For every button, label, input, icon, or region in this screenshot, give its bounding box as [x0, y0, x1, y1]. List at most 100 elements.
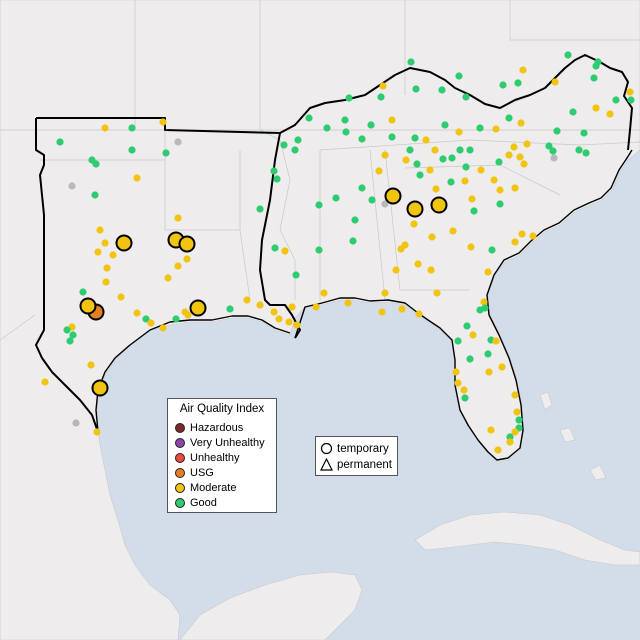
station-good[interactable]: [627, 96, 635, 104]
station-moderate[interactable]: [449, 227, 457, 235]
station-moderate[interactable]: [432, 185, 440, 193]
station-no-data[interactable]: [174, 138, 182, 146]
station-moderate[interactable]: [469, 331, 477, 339]
station-good[interactable]: [63, 326, 71, 334]
station-moderate[interactable]: [379, 82, 387, 90]
temporary-station-moderate[interactable]: [189, 299, 207, 317]
station-moderate[interactable]: [93, 428, 101, 436]
station-moderate[interactable]: [516, 153, 524, 161]
station-no-data[interactable]: [72, 419, 80, 427]
station-moderate[interactable]: [505, 151, 513, 159]
temporary-station-moderate[interactable]: [178, 235, 196, 253]
station-moderate[interactable]: [184, 311, 192, 319]
station-moderate[interactable]: [133, 309, 141, 317]
station-moderate[interactable]: [256, 301, 264, 309]
station-moderate[interactable]: [410, 220, 418, 228]
station-moderate[interactable]: [101, 239, 109, 247]
station-good[interactable]: [454, 337, 462, 345]
station-good[interactable]: [564, 51, 572, 59]
station-moderate[interactable]: [285, 318, 293, 326]
station-good[interactable]: [496, 200, 504, 208]
station-good[interactable]: [388, 133, 396, 141]
station-moderate[interactable]: [288, 303, 296, 311]
station-moderate[interactable]: [606, 110, 614, 118]
station-moderate[interactable]: [388, 116, 396, 124]
station-good[interactable]: [256, 205, 264, 213]
station-good[interactable]: [273, 175, 281, 183]
station-moderate[interactable]: [518, 230, 526, 238]
station-moderate[interactable]: [626, 88, 634, 96]
station-moderate[interactable]: [511, 428, 519, 436]
station-good[interactable]: [342, 128, 350, 136]
station-moderate[interactable]: [496, 186, 504, 194]
station-good[interactable]: [594, 58, 602, 66]
station-good[interactable]: [462, 163, 470, 171]
station-no-data[interactable]: [550, 154, 558, 162]
station-good[interactable]: [416, 171, 424, 179]
station-moderate[interactable]: [523, 140, 531, 148]
station-moderate[interactable]: [414, 260, 422, 268]
station-good[interactable]: [499, 81, 507, 89]
station-moderate[interactable]: [174, 214, 182, 222]
station-moderate[interactable]: [461, 177, 469, 185]
station-moderate[interactable]: [490, 176, 498, 184]
station-good[interactable]: [280, 141, 288, 149]
station-good[interactable]: [462, 93, 470, 101]
station-moderate[interactable]: [498, 363, 506, 371]
station-good[interactable]: [495, 158, 503, 166]
station-moderate[interactable]: [102, 278, 110, 286]
temporary-station-moderate[interactable]: [79, 297, 97, 315]
station-moderate[interactable]: [94, 248, 102, 256]
station-good[interactable]: [488, 246, 496, 254]
station-good[interactable]: [315, 246, 323, 254]
station-moderate[interactable]: [551, 78, 559, 86]
station-moderate[interactable]: [460, 386, 468, 394]
station-good[interactable]: [411, 134, 419, 142]
station-good[interactable]: [590, 74, 598, 82]
station-moderate[interactable]: [480, 298, 488, 306]
station-good[interactable]: [69, 331, 77, 339]
station-moderate[interactable]: [96, 226, 104, 234]
station-good[interactable]: [323, 124, 331, 132]
station-good[interactable]: [412, 85, 420, 93]
station-moderate[interactable]: [510, 143, 518, 151]
station-moderate[interactable]: [381, 289, 389, 297]
station-moderate[interactable]: [431, 146, 439, 154]
station-moderate[interactable]: [592, 104, 600, 112]
station-good[interactable]: [439, 155, 447, 163]
station-good[interactable]: [142, 315, 150, 323]
station-good[interactable]: [612, 96, 620, 104]
station-moderate[interactable]: [520, 160, 528, 168]
station-good[interactable]: [470, 207, 478, 215]
station-moderate[interactable]: [293, 321, 301, 329]
station-moderate[interactable]: [397, 245, 405, 253]
station-good[interactable]: [575, 146, 583, 154]
station-moderate[interactable]: [109, 251, 117, 259]
station-no-data[interactable]: [381, 200, 389, 208]
station-moderate[interactable]: [433, 289, 441, 297]
station-moderate[interactable]: [426, 166, 434, 174]
station-good[interactable]: [270, 167, 278, 175]
station-moderate[interactable]: [392, 266, 400, 274]
station-good[interactable]: [56, 138, 64, 146]
station-good[interactable]: [172, 315, 180, 323]
station-moderate[interactable]: [484, 268, 492, 276]
station-good[interactable]: [91, 191, 99, 199]
station-moderate[interactable]: [517, 119, 525, 127]
temporary-station-moderate[interactable]: [384, 187, 402, 205]
station-good[interactable]: [66, 337, 74, 345]
station-moderate[interactable]: [519, 66, 527, 74]
station-good[interactable]: [506, 433, 514, 441]
station-moderate[interactable]: [183, 255, 191, 263]
station-moderate[interactable]: [103, 264, 111, 272]
station-moderate[interactable]: [117, 293, 125, 301]
station-moderate[interactable]: [485, 368, 493, 376]
station-good[interactable]: [476, 124, 484, 132]
temporary-station-moderate[interactable]: [115, 234, 133, 252]
station-good[interactable]: [341, 116, 349, 124]
station-moderate[interactable]: [428, 233, 436, 241]
station-good[interactable]: [569, 108, 577, 116]
station-moderate[interactable]: [513, 408, 521, 416]
station-good[interactable]: [305, 114, 313, 122]
temporary-station-moderate[interactable]: [91, 379, 109, 397]
